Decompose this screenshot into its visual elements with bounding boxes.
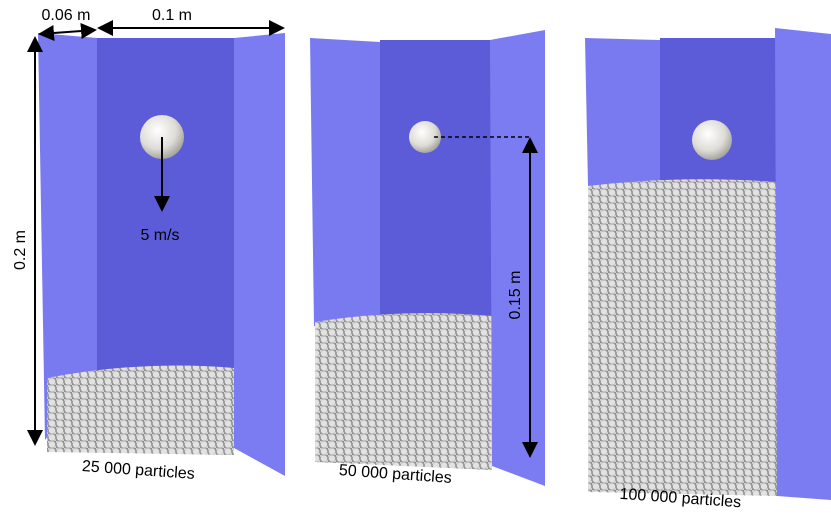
drop-height-label: 0.15 m [507, 271, 524, 320]
sphere [692, 120, 732, 160]
width-label: 0.1 m [152, 7, 192, 24]
back-wall [380, 40, 492, 325]
right-wall [775, 28, 831, 500]
panel-label: 25 000 particles [81, 458, 195, 483]
left-wall [585, 38, 660, 186]
right-wall [490, 30, 545, 486]
left-wall [310, 38, 380, 326]
particle-bed [47, 366, 234, 455]
depth-label: 0.06 m [42, 7, 91, 24]
back-wall [660, 38, 777, 188]
particle-bed [315, 313, 492, 470]
particle-bed [588, 179, 777, 496]
panel: 100 000 particles [585, 28, 831, 511]
panel: 0.15 m 50 000 particles [310, 30, 545, 487]
panel: 5 m/s 0.06 m 0.1 m 0.2 m 25 000 particle… [12, 7, 285, 483]
figure: 5 m/s 0.06 m 0.1 m 0.2 m 25 000 particle… [0, 0, 831, 516]
depth-arrow [40, 30, 95, 34]
right-wall [234, 33, 285, 476]
height-label: 0.2 m [12, 230, 29, 270]
velocity-label: 5 m/s [140, 227, 179, 244]
back-wall [97, 38, 234, 378]
